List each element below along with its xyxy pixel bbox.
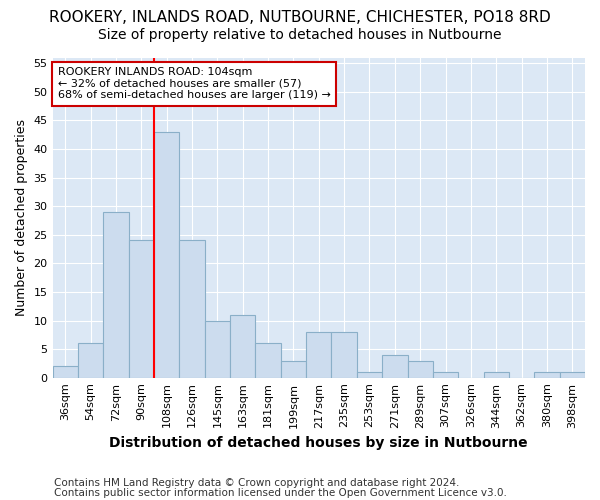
Bar [256, 344, 281, 378]
Bar [78, 344, 103, 378]
Bar [128, 240, 154, 378]
Text: Contains public sector information licensed under the Open Government Licence v3: Contains public sector information licen… [54, 488, 507, 498]
Bar [560, 372, 585, 378]
Text: Size of property relative to detached houses in Nutbourne: Size of property relative to detached ho… [98, 28, 502, 42]
Bar [306, 332, 331, 378]
X-axis label: Distribution of detached houses by size in Nutbourne: Distribution of detached houses by size … [109, 436, 528, 450]
Y-axis label: Number of detached properties: Number of detached properties [15, 119, 28, 316]
Bar [382, 355, 407, 378]
Text: Contains HM Land Registry data © Crown copyright and database right 2024.: Contains HM Land Registry data © Crown c… [54, 478, 460, 488]
Bar [53, 366, 78, 378]
Bar [357, 372, 382, 378]
Bar [103, 212, 128, 378]
Bar [205, 320, 230, 378]
Bar [281, 360, 306, 378]
Bar [484, 372, 509, 378]
Bar [179, 240, 205, 378]
Text: ROOKERY, INLANDS ROAD, NUTBOURNE, CHICHESTER, PO18 8RD: ROOKERY, INLANDS ROAD, NUTBOURNE, CHICHE… [49, 10, 551, 25]
Bar [154, 132, 179, 378]
Bar [230, 315, 256, 378]
Text: ROOKERY INLANDS ROAD: 104sqm
← 32% of detached houses are smaller (57)
68% of se: ROOKERY INLANDS ROAD: 104sqm ← 32% of de… [58, 67, 331, 100]
Bar [433, 372, 458, 378]
Bar [407, 360, 433, 378]
Bar [534, 372, 560, 378]
Bar [331, 332, 357, 378]
